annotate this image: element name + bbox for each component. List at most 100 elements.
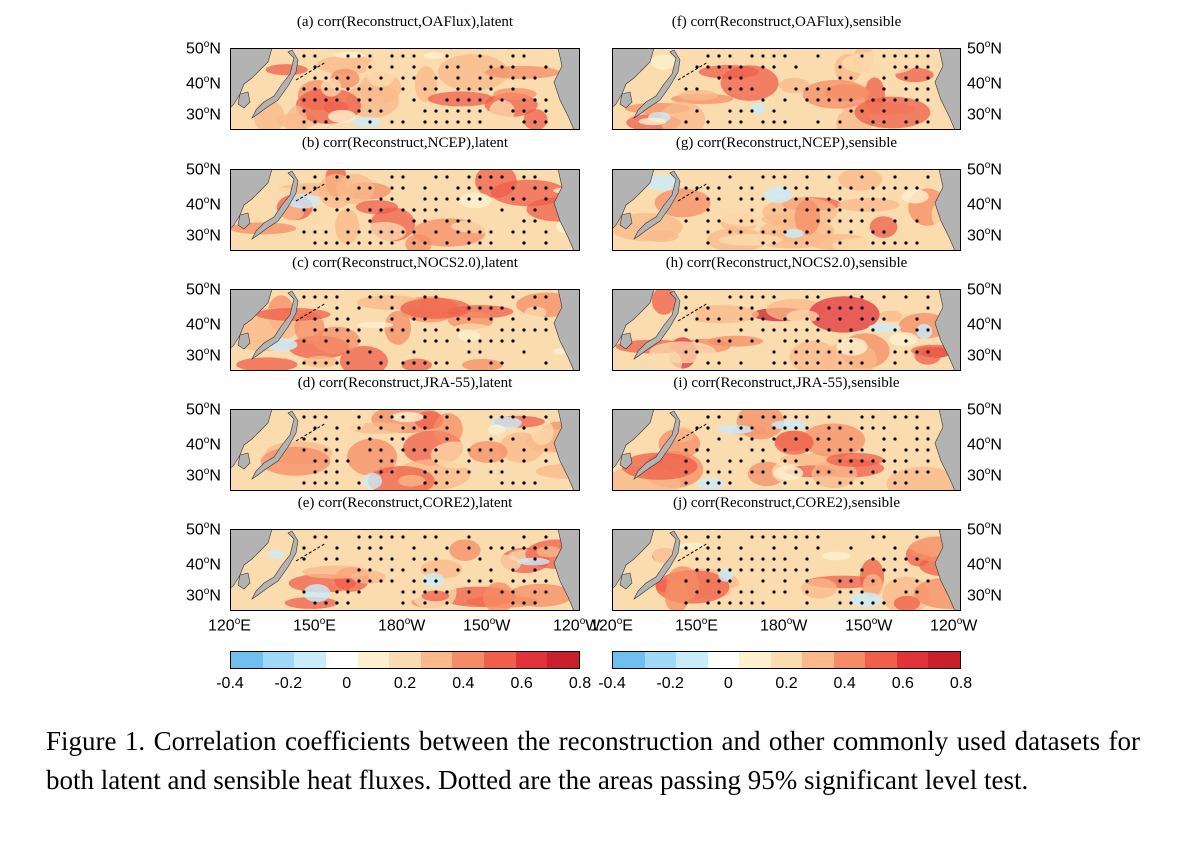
longitude-label: 120oW — [553, 616, 601, 635]
map-panel-right-2 — [612, 289, 961, 371]
map-panel-left-0 — [230, 48, 580, 130]
colorbar-swatch — [896, 652, 929, 668]
panel-title: (b) corr(Reconstruct,NCEP),latent — [301, 135, 509, 151]
latitude-label: 50oN — [967, 160, 1002, 179]
latitude-label: 50oN — [186, 39, 221, 58]
colorbar-swatch — [262, 652, 295, 668]
latitude-label: 50oN — [967, 400, 1002, 419]
map-panel-right-1 — [612, 169, 961, 251]
latitude-label: 30oN — [186, 105, 221, 124]
colorbar-swatch — [325, 652, 358, 668]
longitude-label: 120oE — [590, 616, 633, 635]
longitude-label: 180oW — [378, 616, 426, 635]
colorbar-swatch — [389, 652, 421, 668]
latitude-label: 50oN — [967, 520, 1002, 539]
latitude-label: 40oN — [186, 435, 221, 454]
panel-title: (f) corr(Reconstruct,OAFlux),sensible — [671, 14, 902, 30]
significance-dots — [684, 175, 930, 245]
colorbar-swatch — [770, 652, 803, 668]
significance-dots — [302, 415, 548, 485]
latitude-label: 30oN — [186, 346, 221, 365]
colorbar-tick-label: -0.4 — [598, 675, 626, 692]
latitude-label: 30oN — [186, 466, 221, 485]
colorbar-swatch — [294, 652, 326, 668]
longitude-label: 120oE — [208, 616, 251, 635]
colorbar-tick-label: 0.4 — [833, 675, 856, 692]
significance-dots — [302, 54, 548, 124]
panel-title: (c) corr(Reconstruct,NOCS2.0),latent — [292, 255, 518, 271]
colorbar-swatch — [613, 652, 645, 668]
panel-title: (j) corr(Reconstruct,CORE2),sensible — [672, 495, 901, 511]
colorbar-tick-label: 0.6 — [510, 675, 533, 692]
colorbar-swatch — [833, 652, 866, 668]
longitude-label: 120oW — [930, 616, 978, 635]
colorbar-tick-label: 0.2 — [393, 675, 417, 692]
significance-dots — [302, 175, 548, 245]
significance-dots — [684, 415, 930, 485]
latitude-label: 40oN — [186, 195, 221, 214]
panel-title: (d) corr(Reconstruct,JRA-55),latent — [297, 375, 513, 391]
panel-title: (g) corr(Reconstruct,NCEP),sensible — [675, 135, 898, 151]
latitude-label: 30oN — [967, 226, 1002, 245]
colorbar-tick-label: 0.2 — [775, 675, 798, 692]
map-panel-left-2 — [230, 289, 580, 371]
map-panel-right-0 — [612, 48, 961, 130]
colorbar-swatch — [547, 652, 580, 668]
colorbar-swatch — [452, 652, 485, 668]
latitude-label: 50oN — [186, 280, 221, 299]
panel-title: (h) corr(Reconstruct,NOCS2.0),sensible — [665, 255, 908, 271]
latitude-label: 50oN — [967, 39, 1002, 58]
colorbar-swatch — [865, 652, 897, 668]
colorbar-swatch — [644, 652, 677, 668]
latitude-label: 50oN — [186, 160, 221, 179]
map-panel-left-4 — [230, 529, 580, 611]
colorbar-right — [612, 651, 961, 669]
latitude-label: 40oN — [967, 74, 1002, 93]
map-panel-left-1 — [230, 169, 580, 251]
latitude-label: 30oN — [967, 586, 1002, 605]
panel-title: (i) corr(Reconstruct,JRA-55),sensible — [673, 375, 900, 391]
latitude-label: 30oN — [967, 346, 1002, 365]
latitude-label: 40oN — [967, 555, 1002, 574]
colorbar-tick-label: 0.6 — [891, 675, 914, 692]
colorbar-tick-label: -0.4 — [216, 675, 244, 692]
colorbar-swatch — [420, 652, 453, 668]
significance-dots — [684, 295, 930, 365]
colorbar-tick-label: -0.2 — [656, 675, 684, 692]
latitude-label: 30oN — [186, 586, 221, 605]
longitude-label: 150oW — [845, 616, 893, 635]
latitude-label: 40oN — [967, 315, 1002, 334]
colorbar-tick-label: 0.8 — [568, 675, 592, 692]
figure-caption: Figure 1. Correlation coefficients betwe… — [46, 726, 1140, 795]
colorbar-swatch — [484, 652, 516, 668]
colorbar-left — [230, 651, 580, 669]
colorbar-swatch — [231, 652, 263, 668]
colorbar-tick-label: 0 — [342, 675, 352, 692]
colorbar-swatch — [357, 652, 390, 668]
latitude-label: 50oN — [186, 520, 221, 539]
colorbar-tick-label: 0.8 — [949, 675, 973, 692]
latitude-label: 50oN — [186, 400, 221, 419]
longitude-label: 150oE — [675, 616, 718, 635]
panel-title: (a) corr(Reconstruct,OAFlux),latent — [296, 14, 514, 30]
latitude-label: 40oN — [186, 315, 221, 334]
latitude-label: 40oN — [967, 435, 1002, 454]
map-panel-right-4 — [612, 529, 961, 611]
colorbar-tick-label: -0.2 — [274, 675, 303, 692]
colorbar-swatch — [515, 652, 548, 668]
latitude-label: 40oN — [186, 555, 221, 574]
colorbar-tick-label: 0 — [723, 675, 733, 692]
longitude-label: 150oW — [463, 616, 511, 635]
panel-title: (e) corr(Reconstruct,CORE2),latent — [297, 495, 513, 511]
latitude-label: 30oN — [186, 226, 221, 245]
colorbar-tick-label: 0.4 — [452, 675, 475, 692]
latitude-label: 40oN — [967, 195, 1002, 214]
significance-dots — [684, 54, 930, 124]
latitude-label: 40oN — [186, 74, 221, 93]
colorbar-swatch — [676, 652, 708, 668]
colorbar-swatch — [928, 652, 961, 668]
significance-dots — [684, 535, 930, 605]
significance-dots — [302, 295, 548, 365]
significance-dots — [302, 535, 548, 605]
latitude-label: 30oN — [967, 466, 1002, 485]
